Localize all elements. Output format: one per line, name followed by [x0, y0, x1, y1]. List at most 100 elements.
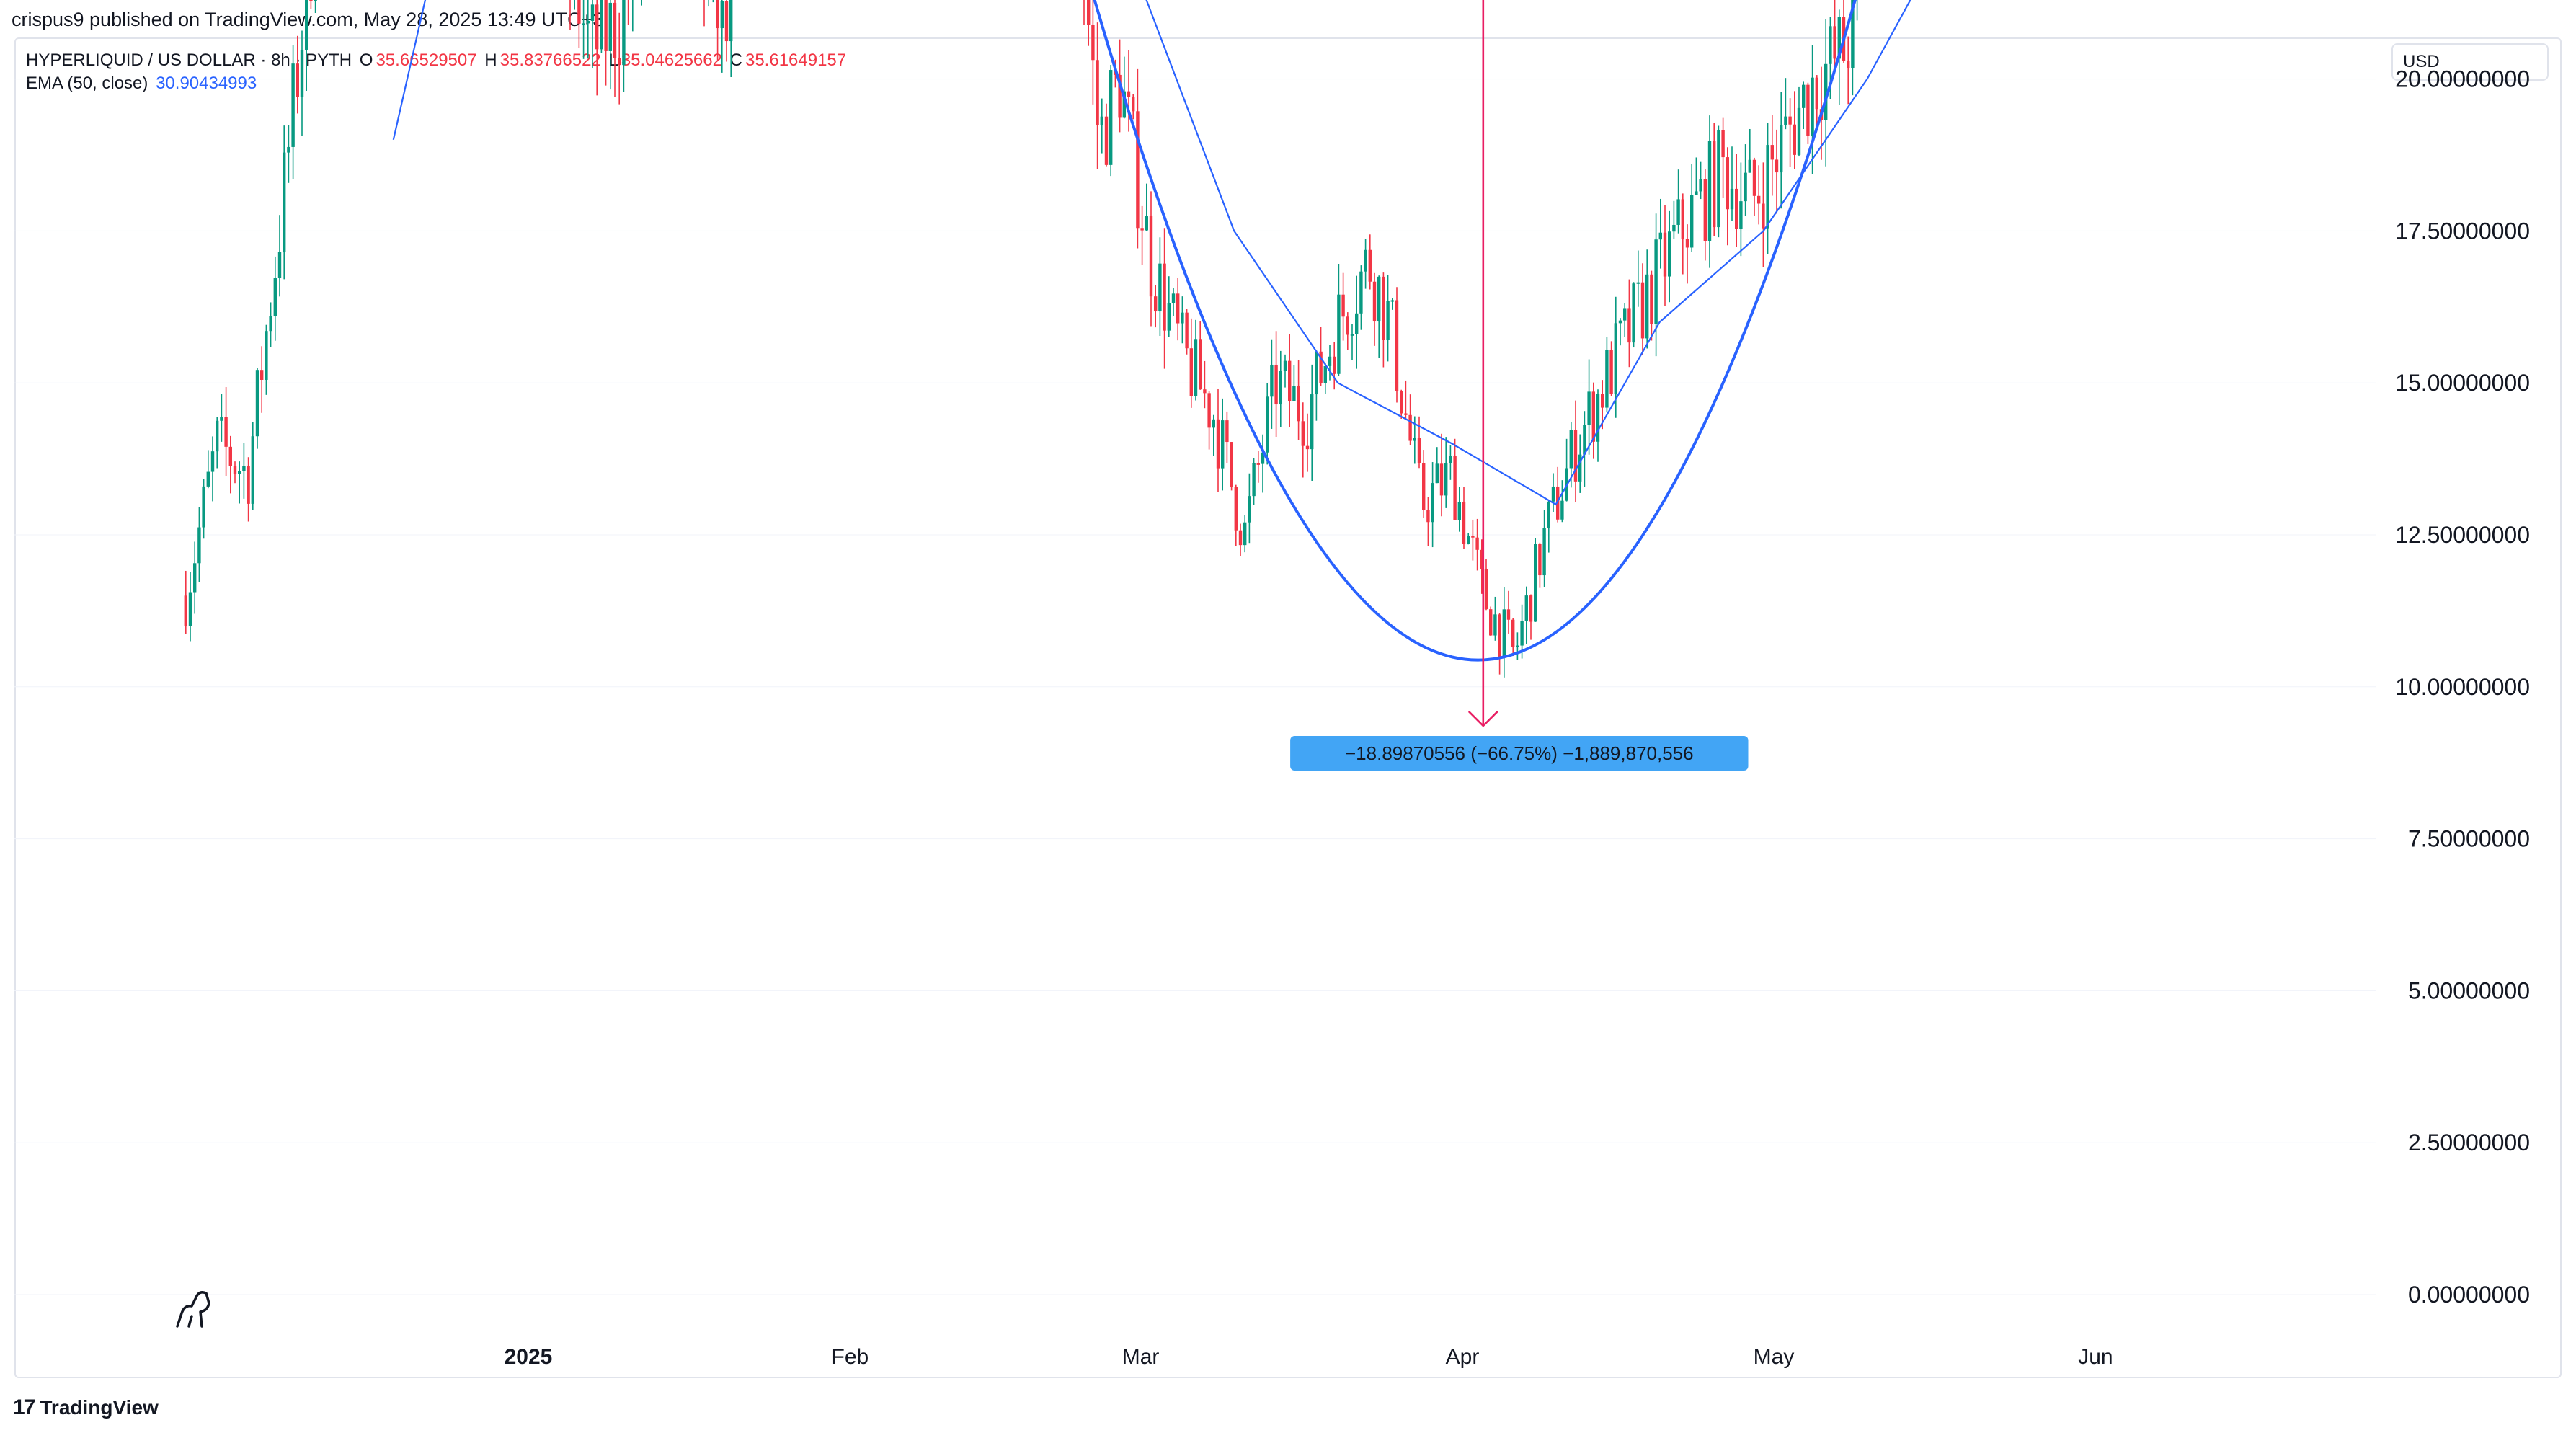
candle: [1676, 169, 1680, 234]
candle: [1457, 487, 1461, 532]
candle: [1636, 250, 1640, 307]
candle: [1207, 391, 1211, 450]
candle: [608, 0, 612, 90]
candle: [242, 443, 246, 499]
time-axis: 2025 Feb Mar Apr May Jun: [505, 1345, 2113, 1369]
candle: [1475, 518, 1479, 571]
x-tick-label: May: [1754, 1345, 1795, 1369]
candle: [1609, 341, 1613, 396]
candle: [1565, 438, 1568, 502]
candle: [1256, 451, 1260, 483]
candle: [1225, 411, 1229, 463]
candle: [1279, 350, 1282, 427]
candle: [1337, 264, 1341, 376]
candle: [613, 0, 617, 97]
candle: [1717, 125, 1720, 238]
candle: [1189, 318, 1193, 408]
candle: [255, 368, 259, 449]
candle: [1788, 98, 1792, 167]
candle: [1511, 618, 1515, 657]
tradingview-brand: TradingView: [40, 1396, 159, 1419]
candle: [574, 0, 576, 10]
candle: [708, 0, 710, 7]
tradingview-logo-icon: 17: [13, 1396, 35, 1419]
open-value: 35.66529507: [376, 50, 477, 70]
currency-button[interactable]: USD: [2391, 43, 2549, 81]
candle: [1266, 383, 1269, 465]
candle: [1707, 115, 1712, 268]
candle: [1377, 275, 1381, 358]
candle: [1158, 237, 1162, 337]
candle: [1127, 50, 1131, 132]
candle: [1221, 398, 1225, 491]
candle: [1681, 193, 1684, 275]
candle: [1713, 123, 1716, 236]
candle: [1752, 157, 1756, 216]
y-tick-label: 10.00000000: [2395, 674, 2530, 700]
candle: [1212, 414, 1215, 456]
candle: [1292, 365, 1296, 401]
candle: [1248, 473, 1251, 544]
candle: [1618, 318, 1622, 346]
candle: [1726, 147, 1729, 246]
symbol-legend: HYPERLIQUID / US DOLLAR · 8h · PYTH O 35.…: [26, 50, 849, 71]
price-grid: [14, 79, 2376, 1295]
candle: [1310, 364, 1314, 481]
candle: [600, 0, 603, 53]
candle: [1735, 154, 1738, 247]
candle: [1851, 0, 1855, 96]
candle: [1520, 604, 1524, 659]
candle: [1797, 86, 1801, 157]
candle: [1382, 272, 1385, 368]
candle: [1529, 594, 1533, 640]
measure-down-arrowhead: [1467, 711, 1498, 727]
candle: [1426, 497, 1430, 546]
candle: [1502, 587, 1506, 678]
candle: [604, 0, 608, 86]
candle: [1230, 442, 1233, 491]
candle: [1422, 450, 1426, 518]
candle: [1645, 249, 1649, 349]
candle: [269, 302, 272, 347]
dino-icon: [176, 1291, 210, 1328]
candle: [1435, 447, 1439, 484]
candle: [1551, 473, 1555, 513]
candle: [641, 0, 643, 6]
candle: [1301, 402, 1305, 478]
candle: [1149, 191, 1153, 327]
candle: [184, 570, 187, 634]
candle: [1770, 115, 1774, 196]
candle: [1350, 324, 1354, 360]
candle: [1601, 380, 1604, 430]
candle: [1333, 342, 1336, 390]
measure-down-callout: −18.89870556 (−66.75%) −1,889,870,556: [1290, 735, 1749, 771]
ema-line: [392, 0, 1911, 506]
candle: [703, 0, 705, 27]
candle: [1283, 354, 1287, 388]
candle: [1516, 632, 1519, 660]
candle: [1176, 278, 1180, 341]
candle: [1104, 103, 1109, 167]
cup-curve: [1093, 0, 1857, 662]
candle: [1811, 45, 1814, 175]
candle: [1668, 210, 1671, 303]
high-label: H: [484, 50, 497, 70]
candle: [1591, 382, 1595, 459]
candle: [569, 0, 571, 30]
candle: [1703, 169, 1707, 261]
candle: [712, 0, 714, 3]
candle: [1087, 0, 1091, 46]
candle: [1775, 129, 1779, 214]
y-tick-label: 15.00000000: [2395, 370, 2530, 396]
ema-label[interactable]: EMA (50, close): [26, 74, 148, 93]
candle: [729, 0, 733, 78]
candle: [1538, 542, 1542, 588]
candle: [1145, 183, 1148, 231]
measure-tools: 18.91305930 (66.71%) 1,891,305,930−18.89…: [1290, 0, 1749, 771]
candle: [273, 256, 277, 341]
candle: [1784, 78, 1787, 130]
candle: [1847, 36, 1850, 105]
candle: [1417, 416, 1421, 469]
candle: [1216, 389, 1220, 492]
